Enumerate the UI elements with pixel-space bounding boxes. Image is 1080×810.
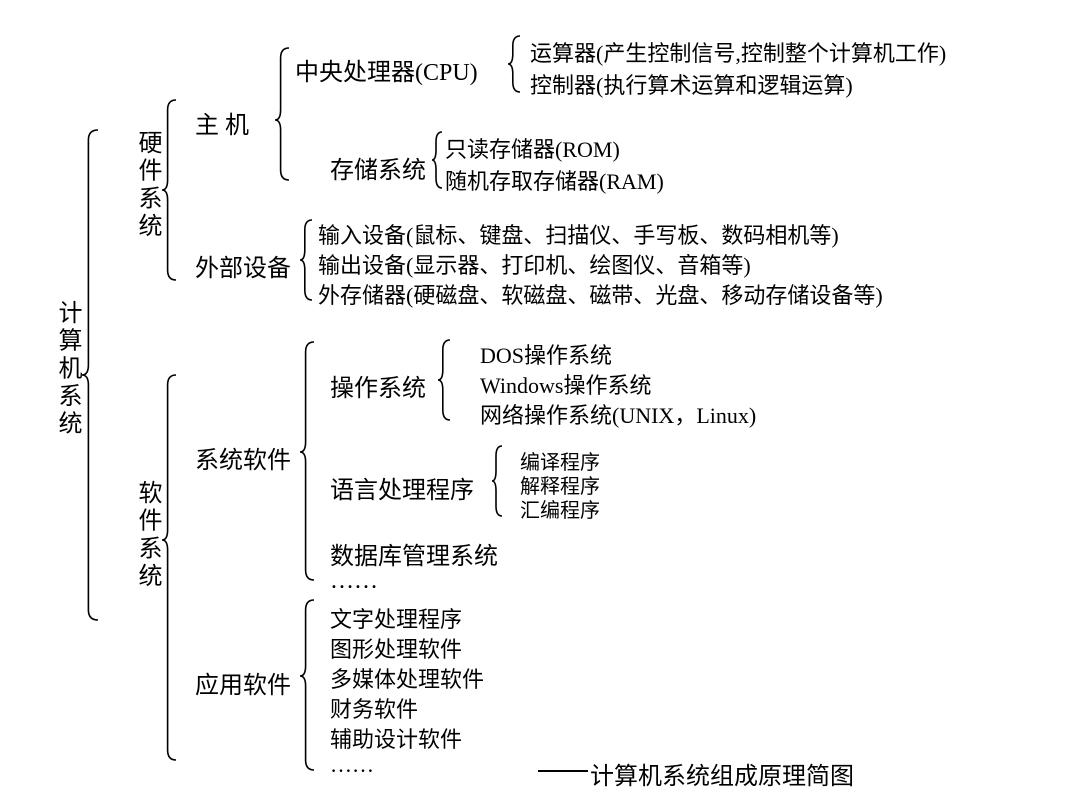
brace (492, 446, 506, 516)
brace (82, 130, 102, 620)
node-root: 计算机系统 (50, 300, 85, 438)
node-fin: 财务软件 (330, 692, 418, 724)
brace (162, 100, 180, 280)
brace (432, 132, 446, 188)
caption-line (538, 770, 588, 772)
node-host: 主 机 (195, 105, 249, 140)
node-cad: 辅助设计软件 (330, 722, 462, 754)
node-cpu: 中央处理器(CPU) (295, 52, 478, 87)
node-asm: 汇编程序 (520, 494, 600, 523)
node-wp: 文字处理程序 (330, 602, 462, 634)
node-extstore: 外存储器(硬磁盘、软磁盘、磁带、光盘、移动存储设备等) (318, 278, 883, 310)
node-input: 输入设备(鼠标、键盘、扫描仪、手写板、数码相机等) (318, 218, 839, 250)
brace (300, 342, 318, 580)
node-mm: 多媒体处理软件 (330, 662, 484, 694)
node-sysetc: …… (330, 568, 378, 595)
node-netos: 网络操作系统(UNIX，Linux) (480, 398, 756, 430)
node-dbms: 数据库管理系统 (330, 536, 498, 571)
brace (162, 375, 180, 760)
node-sw: 软件系统 (130, 480, 165, 590)
caption: 计算机系统组成原理简图 (590, 756, 854, 791)
node-syssw: 系统软件 (195, 440, 291, 475)
node-lang: 语言处理程序 (330, 470, 474, 505)
node-hw: 硬件系统 (130, 130, 165, 240)
node-output: 输出设备(显示器、打印机、绘图仪、音箱等) (318, 248, 751, 280)
node-dos: DOS操作系统 (480, 338, 612, 370)
brace (300, 220, 316, 300)
node-ram: 随机存取存储器(RAM) (445, 164, 664, 196)
node-rom: 只读存储器(ROM) (445, 132, 620, 164)
node-win: Windows操作系统 (480, 368, 651, 400)
node-os: 操作系统 (330, 368, 426, 403)
brace (508, 36, 524, 92)
node-appsw: 应用软件 (195, 665, 291, 700)
node-gfx: 图形处理软件 (330, 632, 462, 664)
node-mem: 存储系统 (330, 150, 426, 185)
node-appetc: …… (330, 752, 374, 778)
node-periph: 外部设备 (195, 248, 291, 283)
brace (300, 600, 318, 770)
node-cu: 控制器(执行算术运算和逻辑运算) (530, 68, 853, 100)
brace (438, 340, 454, 420)
brace (275, 48, 293, 180)
node-alu: 运算器(产生控制信号,控制整个计算机工作) (530, 36, 946, 68)
